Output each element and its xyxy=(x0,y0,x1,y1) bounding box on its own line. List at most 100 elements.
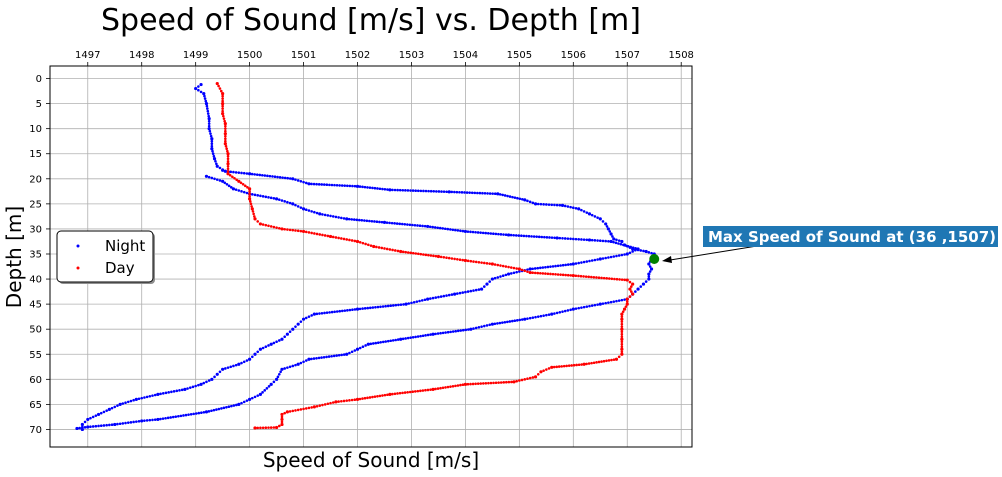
day-point xyxy=(610,277,614,281)
night-point xyxy=(272,341,276,345)
night-point xyxy=(518,318,522,322)
night-point xyxy=(459,329,463,332)
night-point xyxy=(208,129,212,133)
day-point xyxy=(461,258,465,262)
night-point xyxy=(587,238,592,242)
x-tick-label: 1506 xyxy=(561,50,586,61)
night-point xyxy=(399,337,403,341)
night-point xyxy=(179,414,183,418)
night-point xyxy=(612,255,616,258)
night-point xyxy=(587,212,592,216)
night-point xyxy=(178,389,181,392)
night-point xyxy=(212,154,216,158)
night-point xyxy=(481,191,484,195)
night-point xyxy=(364,344,367,347)
night-point xyxy=(629,245,632,249)
day-point xyxy=(432,254,435,258)
day-point xyxy=(453,257,456,261)
night-point xyxy=(396,188,399,192)
day-point xyxy=(597,360,601,364)
day-point xyxy=(280,422,284,427)
night-point xyxy=(639,285,643,288)
day-point xyxy=(421,389,425,392)
day-point xyxy=(239,181,243,185)
day-point xyxy=(456,384,460,387)
night-point xyxy=(325,355,328,359)
night-point xyxy=(494,232,498,236)
day-point xyxy=(243,184,247,188)
x-tick-label: 1502 xyxy=(345,50,370,61)
night-point xyxy=(333,310,336,314)
night-point xyxy=(368,186,372,189)
night-point xyxy=(416,189,420,193)
day-point xyxy=(504,380,508,384)
night-point xyxy=(206,107,209,110)
day-point xyxy=(219,89,223,93)
night-point xyxy=(248,172,252,176)
day-point xyxy=(348,399,351,402)
day-point xyxy=(419,389,422,393)
day-point xyxy=(358,397,362,401)
night-point xyxy=(358,185,362,188)
night-point xyxy=(478,191,482,195)
night-point xyxy=(361,185,364,189)
night-point xyxy=(343,184,347,187)
night-point xyxy=(240,401,243,405)
night-point xyxy=(502,233,505,236)
night-point xyxy=(148,418,152,422)
night-point xyxy=(626,244,630,248)
day-point xyxy=(584,275,588,278)
night-point xyxy=(617,254,621,257)
day-point xyxy=(226,169,230,173)
night-point xyxy=(212,408,216,412)
night-point xyxy=(480,325,483,328)
day-point xyxy=(499,264,502,267)
night-point xyxy=(215,162,218,166)
y-tick-label: 0 xyxy=(36,74,42,85)
night-point xyxy=(338,184,341,187)
night-point xyxy=(454,228,457,232)
night-point xyxy=(485,282,489,286)
day-point xyxy=(221,101,225,106)
day-point xyxy=(624,305,628,308)
day-point xyxy=(541,272,545,275)
day-point xyxy=(221,97,224,100)
night-point xyxy=(380,220,384,224)
day-point xyxy=(226,157,230,161)
night-point xyxy=(416,335,420,338)
night-point xyxy=(177,414,180,418)
day-point xyxy=(403,391,407,394)
night-point xyxy=(132,398,135,402)
night-point xyxy=(96,412,101,417)
night-point xyxy=(515,270,518,274)
night-point xyxy=(330,354,333,358)
night-point xyxy=(498,193,502,196)
night-point xyxy=(526,317,529,320)
day-point xyxy=(269,426,273,429)
night-point xyxy=(263,174,267,177)
day-point xyxy=(393,392,397,396)
night-point xyxy=(471,230,475,234)
night-point xyxy=(161,392,165,395)
night-point xyxy=(227,184,231,188)
night-point xyxy=(528,200,532,204)
night-point xyxy=(342,353,346,356)
night-point xyxy=(291,327,295,331)
day-point xyxy=(482,261,486,265)
night-point xyxy=(271,175,274,178)
night-point xyxy=(229,170,233,174)
night-point xyxy=(261,195,265,198)
night-point xyxy=(433,226,437,229)
night-point xyxy=(437,295,440,299)
night-point xyxy=(414,189,417,192)
night-point xyxy=(593,303,597,307)
night-point xyxy=(449,330,452,334)
night-point xyxy=(312,182,316,186)
night-point xyxy=(593,258,597,262)
night-point xyxy=(580,208,583,212)
night-point xyxy=(580,306,583,309)
day-point xyxy=(224,124,227,128)
night-point xyxy=(520,234,523,238)
day-point xyxy=(550,365,554,369)
night-point xyxy=(343,309,347,312)
